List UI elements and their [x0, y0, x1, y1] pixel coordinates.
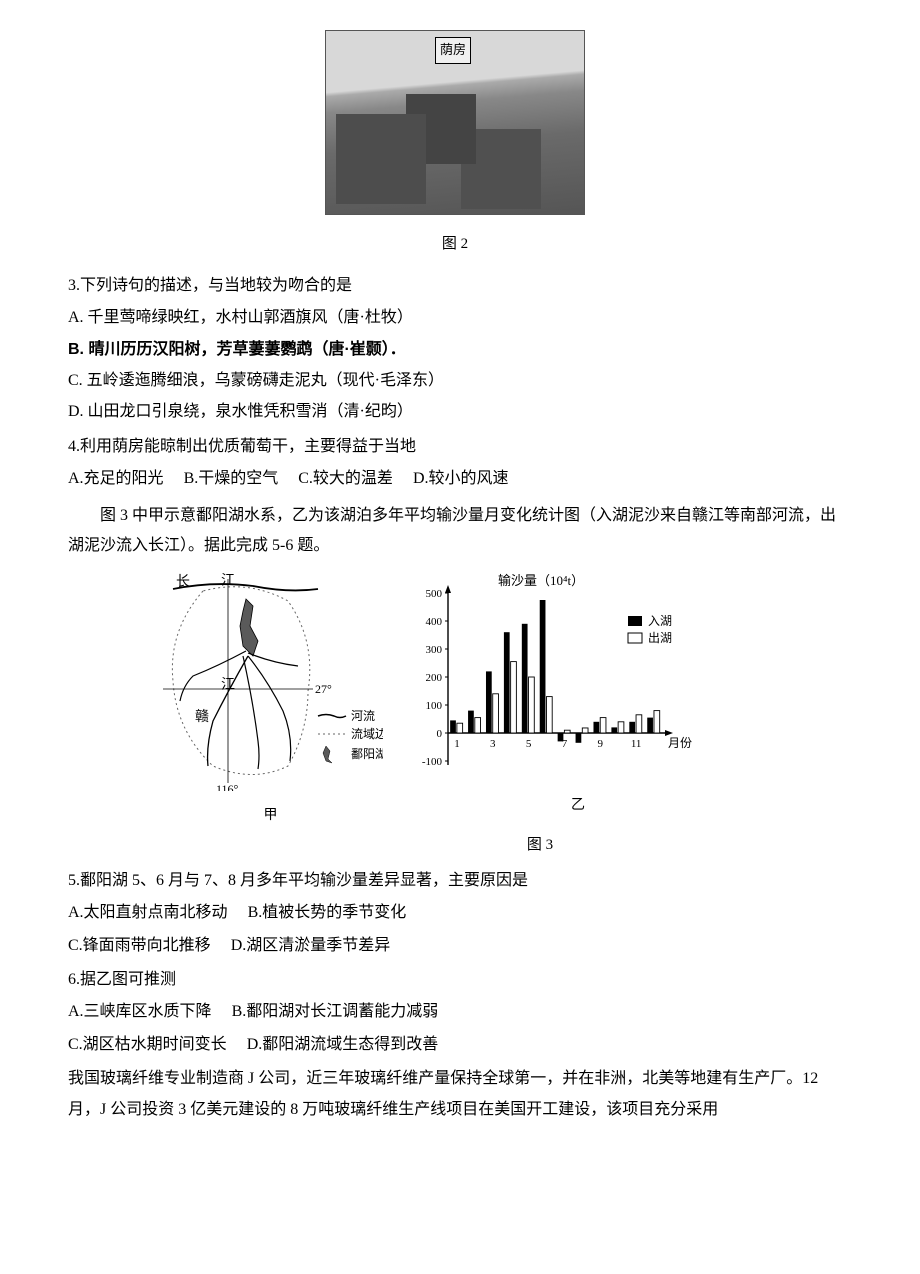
legend-boundary: 流域边界 [351, 727, 383, 741]
question-5-row2: C.锋面雨带向北推移 D.湖区清淤量季节差异 [68, 931, 842, 961]
question-5-row1: A.太阳直射点南北移动 B.植被长势的季节变化 [68, 898, 842, 928]
question-6-row1: A.三峡库区水质下降 B.鄱阳湖对长江调蓄能力减弱 [68, 997, 842, 1027]
svg-text:11: 11 [631, 738, 642, 750]
map-legend: 河流 流域边界 鄱阳湖 [318, 709, 383, 763]
question-4-option-b: B.干燥的空气 [184, 464, 279, 494]
question-4-option-a: A.充足的阳光 [68, 464, 164, 494]
basin-boundary [172, 587, 309, 775]
svg-text:1: 1 [454, 738, 460, 750]
legend-in: 入湖 [648, 613, 672, 628]
figure-2-photo: 荫房 [325, 30, 585, 215]
question-5-stem: 5.鄱阳湖 5、6 月与 7、8 月多年平均输沙量差异显著，主要原因是 [68, 866, 842, 896]
question-4-option-c: C.较大的温差 [298, 464, 393, 494]
river-changjiang [173, 584, 318, 590]
question-4-options: A.充足的阳光 B.干燥的空气 C.较大的温差 D.较小的风速 [68, 464, 842, 494]
label-gan: 赣 [195, 709, 209, 725]
legend-lake: 鄱阳湖 [351, 746, 383, 761]
river-branch-4 [243, 656, 259, 769]
question-5-option-d: D.湖区清淤量季节差异 [231, 931, 391, 961]
map-svg: 长 江 江 赣 27° 116° 河流 流域边界 鄱阳湖 [158, 571, 383, 791]
label-jiang1: 江 [221, 573, 235, 589]
question-6-option-d: D.鄱阳湖流域生态得到改善 [247, 1030, 439, 1060]
legend-river: 河流 [351, 709, 375, 723]
svg-text:3: 3 [490, 738, 496, 750]
svg-text:500: 500 [426, 588, 443, 600]
chart-yticks: -100 0 100 200 300 400 500 [422, 588, 448, 768]
question-3-option-c: C. 五岭逶迤腾细浪，乌蒙磅礴走泥丸（现代·毛泽东） [68, 366, 842, 396]
figure-3-chart: 输沙量（10⁴t） -100 0 100 200 300 400 500 1 3 5 7 9 11 入… [403, 571, 703, 819]
chart-sub-label: 乙 [453, 793, 703, 820]
question-6-option-a: A.三峡库区水质下降 [68, 997, 212, 1027]
question-6-option-c: C.湖区枯水期时间变长 [68, 1030, 227, 1060]
question-6-stem: 6.据乙图可推测 [68, 965, 842, 995]
chart-xlabel: 月份 [668, 736, 692, 750]
question-3-stem: 3.下列诗句的描述，与当地较为吻合的是 [68, 271, 842, 301]
chart-svg: 输沙量（10⁴t） -100 0 100 200 300 400 500 1 3 5 7 9 11 入… [403, 571, 703, 781]
chart-ylabel: 输沙量（10⁴t） [498, 573, 584, 588]
figure-3: 长 江 江 赣 27° 116° 河流 流域边界 鄱阳湖 甲 输沙量（10⁴t）… [158, 571, 842, 829]
question-6-option-b: B.鄱阳湖对长江调蓄能力减弱 [232, 997, 439, 1027]
chart-legend: 入湖 出湖 [628, 613, 672, 645]
figure-3-map: 长 江 江 赣 27° 116° 河流 流域边界 鄱阳湖 甲 [158, 571, 383, 829]
poyang-lake-shape [240, 599, 258, 656]
svg-text:5: 5 [526, 738, 532, 750]
svg-text:300: 300 [426, 644, 443, 656]
question-4-option-d: D.较小的风速 [413, 464, 509, 494]
svg-text:9: 9 [598, 738, 604, 750]
map-sub-label: 甲 [158, 803, 383, 830]
question-3-option-b: B. 晴川历历汉阳树，芳草萋萋鹦鹉（唐·崔颢）． [68, 335, 842, 365]
figure-2-annotation: 荫房 [435, 37, 471, 64]
river-branch-3 [248, 653, 298, 666]
svg-text:200: 200 [426, 672, 443, 684]
question-5-option-c: C.锋面雨带向北推移 [68, 931, 211, 961]
svg-text:400: 400 [426, 616, 443, 628]
svg-text:0: 0 [437, 728, 443, 740]
figure-2: 荫房 图 2 [68, 30, 842, 259]
intro-5-6: 图 3 中甲示意鄱阳湖水系，乙为该湖泊多年平均输沙量月变化统计图（入湖泥沙来自赣… [68, 501, 842, 562]
question-5-option-b: B.植被长势的季节变化 [248, 898, 407, 928]
legend-out: 出湖 [648, 630, 672, 645]
label-lon: 116° [216, 782, 239, 791]
figure-3-caption: 图 3 [238, 831, 842, 860]
label-chang: 长 [176, 574, 190, 590]
label-jiang2: 江 [221, 677, 235, 693]
svg-text:-100: -100 [422, 756, 443, 768]
question-4-stem: 4.利用荫房能晾制出优质葡萄干，主要得益于当地 [68, 432, 842, 462]
svg-text:100: 100 [426, 700, 443, 712]
question-6-row2: C.湖区枯水期时间变长 D.鄱阳湖流域生态得到改善 [68, 1030, 842, 1060]
river-branch-1 [248, 656, 291, 761]
question-5-option-a: A.太阳直射点南北移动 [68, 898, 228, 928]
tail-paragraph: 我国玻璃纤维专业制造商 J 公司，近三年玻璃纤维产量保持全球第一，并在非洲，北美… [68, 1064, 842, 1125]
svg-text:7: 7 [562, 738, 568, 750]
label-lat: 27° [315, 682, 332, 696]
figure-2-caption: 图 2 [68, 230, 842, 259]
question-3-option-d: D. 山田龙口引泉绕，泉水惟凭积雪消（清·纪昀） [68, 397, 842, 427]
question-3-option-a: A. 千里莺啼绿映红，水村山郭酒旗风（唐·杜牧） [68, 303, 842, 333]
chart-xticks: 1 3 5 7 9 11 [454, 738, 641, 750]
